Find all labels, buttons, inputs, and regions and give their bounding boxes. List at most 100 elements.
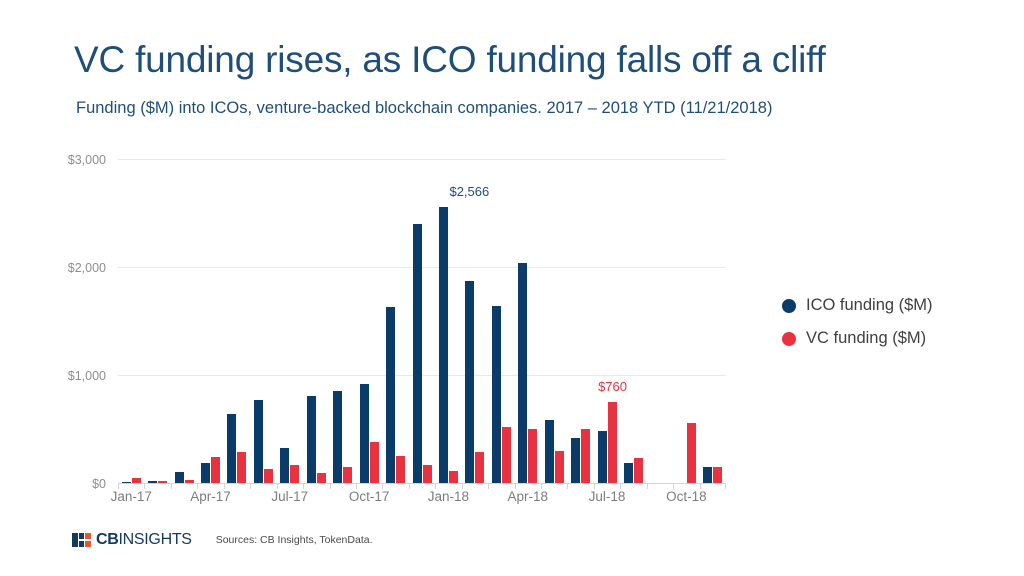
bar-vc[interactable] bbox=[713, 467, 723, 484]
x-axis-tick bbox=[197, 484, 199, 489]
x-axis-tick bbox=[699, 484, 701, 489]
bar-vc[interactable] bbox=[581, 428, 591, 484]
bar-groups bbox=[118, 160, 727, 489]
gridline bbox=[118, 267, 726, 268]
bar-group[interactable] bbox=[408, 160, 435, 489]
bar-vc[interactable] bbox=[501, 426, 511, 484]
bar-group[interactable] bbox=[223, 160, 250, 489]
bar-group[interactable] bbox=[461, 160, 488, 489]
bar-group[interactable] bbox=[303, 160, 329, 489]
bar-ico[interactable] bbox=[121, 481, 131, 484]
data-label: $2,566 bbox=[449, 183, 490, 199]
bar-group[interactable] bbox=[355, 160, 382, 489]
bar-group[interactable] bbox=[250, 160, 276, 489]
bar-vc[interactable] bbox=[184, 479, 194, 484]
bar-ico[interactable] bbox=[148, 480, 158, 484]
bar-vc[interactable] bbox=[343, 466, 353, 484]
legend-item-vc[interactable]: VC funding ($M) bbox=[782, 329, 933, 348]
footer: CB INSIGHTS Sources: CB Insights, TokenD… bbox=[72, 531, 373, 549]
gridline bbox=[118, 159, 726, 160]
bar-ico[interactable] bbox=[280, 448, 290, 484]
x-axis-tick-label: Apr-18 bbox=[507, 489, 548, 504]
bar-ico[interactable] bbox=[227, 414, 237, 484]
x-axis-tick-label: Jul-17 bbox=[271, 489, 309, 504]
bar-vc[interactable] bbox=[290, 464, 300, 484]
bar-ico[interactable] bbox=[465, 280, 475, 484]
bar-vc[interactable] bbox=[211, 457, 221, 484]
bar-group[interactable] bbox=[541, 160, 567, 489]
x-axis-tick bbox=[488, 484, 490, 489]
bar-vc[interactable] bbox=[686, 422, 696, 484]
bar-ico[interactable] bbox=[544, 420, 554, 484]
legend-label-vc: VC funding ($M) bbox=[806, 329, 927, 347]
bar-group[interactable] bbox=[435, 160, 461, 489]
legend-item-ico[interactable]: ICO funding ($M) bbox=[782, 296, 933, 315]
bar-group[interactable] bbox=[276, 160, 303, 489]
logo-text-cb: CB bbox=[96, 531, 119, 548]
bar-ico[interactable] bbox=[359, 384, 369, 484]
x-axis-tick bbox=[620, 484, 622, 489]
y-axis-tick-label: $3,000 bbox=[67, 153, 106, 167]
bar-group[interactable] bbox=[646, 160, 673, 489]
bar-ico[interactable] bbox=[386, 306, 396, 484]
bar-ico[interactable] bbox=[518, 263, 528, 484]
bar-group[interactable] bbox=[567, 160, 593, 489]
bar-ico[interactable] bbox=[306, 395, 316, 484]
x-axis-tick-label: Jan-17 bbox=[110, 489, 152, 504]
y-axis-tick-label: $0 bbox=[92, 477, 106, 491]
bar-ico[interactable] bbox=[571, 438, 581, 484]
bar-group[interactable] bbox=[329, 160, 356, 489]
x-axis-tick bbox=[461, 484, 463, 489]
chart-subtitle: Funding ($M) into ICOs, venture-backed b… bbox=[76, 99, 773, 117]
bar-group[interactable] bbox=[699, 160, 727, 489]
bar-ico[interactable] bbox=[438, 206, 448, 484]
bar-vc[interactable] bbox=[131, 477, 141, 484]
bar-group[interactable] bbox=[144, 160, 170, 489]
bar-ico[interactable] bbox=[174, 472, 184, 484]
bar-ico[interactable] bbox=[253, 400, 263, 484]
bar-vc[interactable] bbox=[448, 470, 458, 484]
x-axis-labels: Jan-17 Apr-17 Jul-17 Oct-17 Jan-18 Apr-18 Jul-… bbox=[111, 489, 726, 509]
chart-legend: ICO funding ($M) VC funding ($M) bbox=[782, 296, 933, 362]
x-axis-tick bbox=[408, 484, 410, 489]
bar-group[interactable] bbox=[673, 160, 699, 489]
bar-group[interactable] bbox=[118, 160, 144, 489]
bar-ico[interactable] bbox=[333, 390, 343, 484]
y-axis-labels: $0 $1,000 $2,000 $3,000 bbox=[44, 153, 106, 491]
bar-group[interactable] bbox=[382, 160, 408, 489]
bar-vc[interactable] bbox=[528, 428, 538, 484]
bar-group[interactable] bbox=[197, 160, 223, 489]
bar-vc[interactable] bbox=[263, 469, 273, 484]
x-axis-tick bbox=[646, 484, 648, 489]
bar-vc[interactable] bbox=[369, 442, 379, 484]
bar-group[interactable] bbox=[170, 160, 197, 489]
x-axis-tick-label: Oct-18 bbox=[666, 489, 707, 504]
bar-vc[interactable] bbox=[634, 458, 644, 484]
bar-vc[interactable] bbox=[396, 456, 406, 484]
x-axis-tick bbox=[593, 484, 595, 489]
bar-ico[interactable] bbox=[412, 223, 422, 484]
x-axis-tick bbox=[250, 484, 252, 489]
bar-ico[interactable] bbox=[491, 305, 501, 484]
y-axis-tick-label: $1,000 bbox=[67, 369, 106, 383]
bar-vc[interactable] bbox=[237, 452, 247, 484]
bar-ico[interactable] bbox=[201, 462, 211, 484]
bar-vc[interactable] bbox=[422, 464, 432, 484]
x-axis-tick bbox=[144, 484, 146, 489]
bar-ico[interactable] bbox=[703, 466, 713, 484]
bar-group[interactable] bbox=[514, 160, 541, 489]
bar-ico[interactable] bbox=[624, 462, 634, 484]
bar-vc[interactable] bbox=[158, 481, 168, 484]
bar-vc[interactable] bbox=[554, 451, 564, 484]
bar-group[interactable] bbox=[593, 160, 620, 489]
bar-group[interactable] bbox=[620, 160, 646, 489]
chart-title: VC funding rises, as ICO funding falls o… bbox=[74, 39, 826, 80]
cb-insights-logo: CB INSIGHTS bbox=[72, 531, 192, 549]
bar-vc[interactable] bbox=[607, 401, 617, 484]
gridline bbox=[118, 375, 726, 376]
x-axis-tick bbox=[223, 484, 225, 489]
bar-group[interactable] bbox=[488, 160, 514, 489]
bar-ico[interactable] bbox=[597, 431, 607, 484]
bar-vc[interactable] bbox=[475, 451, 485, 484]
bar-vc[interactable] bbox=[316, 472, 326, 484]
